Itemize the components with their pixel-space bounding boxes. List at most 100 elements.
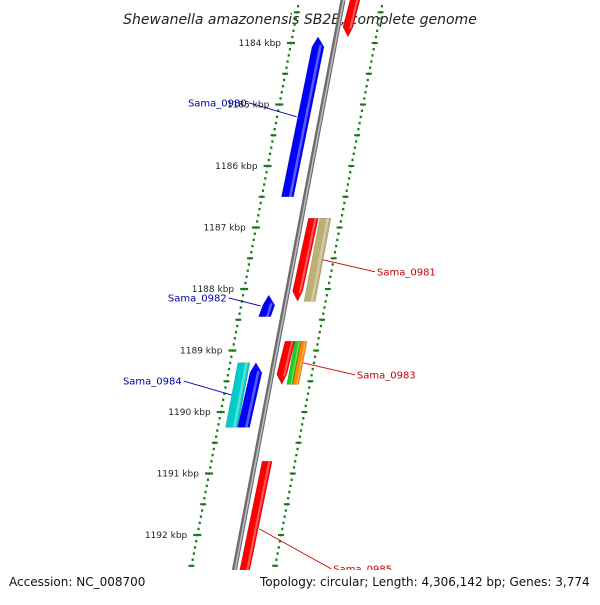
minor-tick	[331, 263, 334, 266]
minor-tick	[328, 281, 331, 285]
minor-tick	[283, 515, 286, 518]
label-leader-line	[183, 380, 232, 396]
minor-tick	[291, 35, 294, 39]
minor-tick	[273, 128, 276, 131]
minor-tick	[292, 29, 295, 32]
minor-tick	[241, 294, 245, 297]
minor-tick	[234, 330, 238, 334]
minor-tick	[360, 109, 364, 112]
minor-tick	[275, 115, 279, 119]
minor-tick	[203, 497, 206, 500]
minor-tick	[306, 392, 310, 395]
minor-tick	[226, 374, 229, 377]
minor-tick	[285, 66, 288, 69]
minor-tick	[236, 324, 239, 328]
minor-tick	[238, 312, 241, 315]
minor-tick	[336, 238, 339, 242]
minor-tick	[347, 177, 351, 180]
backbone-highlight	[228, 0, 345, 601]
minor-tick	[342, 207, 345, 211]
minor-tick	[359, 115, 362, 119]
minor-tick	[261, 189, 265, 192]
minor-tick	[358, 121, 361, 125]
minor-tick	[301, 423, 304, 426]
gene-label[interactable]: Sama_0982	[168, 293, 227, 304]
minor-tick	[246, 269, 249, 272]
minor-tick	[278, 540, 282, 543]
tick-label: 1189 kbp	[180, 347, 223, 357]
topology-bg	[256, 570, 600, 600]
gene-feature[interactable]	[286, 340, 302, 385]
minor-tick	[195, 540, 198, 543]
minor-tick	[204, 490, 207, 494]
minor-tick	[325, 294, 328, 297]
gene-label[interactable]: Sama_0981	[377, 267, 436, 278]
minor-tick	[287, 54, 290, 57]
minor-tick	[377, 23, 380, 26]
minor-tick	[199, 515, 203, 518]
minor-tick	[210, 460, 213, 463]
gene-feature-shine	[310, 218, 330, 302]
minor-tick	[215, 435, 218, 438]
minor-tick	[280, 91, 283, 94]
minor-tick	[253, 232, 256, 235]
minor-tick	[337, 232, 340, 235]
minor-tick	[244, 281, 247, 285]
minor-tick	[363, 97, 366, 100]
gene-feature[interactable]	[258, 294, 276, 317]
gene-feature[interactable]	[292, 340, 308, 385]
tick-label: 1187 kbp	[203, 224, 246, 234]
minor-tick	[312, 361, 316, 365]
minor-tick	[319, 324, 323, 328]
gene-label[interactable]: Sama_0980	[188, 98, 247, 109]
minor-tick	[227, 367, 231, 371]
minor-tick	[288, 48, 292, 51]
tick-ruler-left: 1184 kbp 1185 kbp 1186 kbp 1187 kbp 1188 kbp…	[145, 5, 300, 592]
minor-tick	[198, 521, 201, 524]
gene-label[interactable]: Sama_0984	[123, 377, 182, 388]
gene-label[interactable]: Sama_0985	[333, 564, 392, 575]
gene-feature[interactable]	[276, 340, 296, 385]
minor-tick	[369, 66, 372, 69]
minor-tick	[277, 546, 280, 549]
gene-feature[interactable]	[292, 217, 319, 302]
minor-tick	[364, 91, 367, 94]
minor-tick	[209, 466, 212, 469]
topology-text: Topology: circular; Length: 4,306,142 bp…	[259, 575, 590, 589]
accession-text: Accession: NC_008700	[9, 575, 145, 589]
minor-tick	[324, 300, 327, 303]
tick-label: 1185 kbp	[227, 101, 270, 111]
minor-tick	[310, 374, 313, 377]
gene-feature[interactable]	[225, 362, 251, 428]
tick-label: 1191 kbp	[157, 470, 200, 480]
minor-tick	[252, 238, 255, 242]
minor-tick	[265, 171, 268, 174]
minor-tick	[274, 121, 277, 125]
minor-tick	[304, 404, 307, 408]
gene-label[interactable]: Sama_0983	[357, 370, 416, 381]
tick-label: 1184 kbp	[239, 39, 282, 49]
minor-tick	[212, 447, 215, 451]
minor-tick	[267, 158, 270, 162]
minor-tick	[256, 220, 259, 223]
minor-tick	[233, 337, 236, 340]
feature-track	[225, 0, 361, 598]
gene-feature[interactable]	[237, 362, 263, 428]
tick-label: 1190 kbp	[168, 408, 211, 418]
minor-tick	[191, 558, 194, 561]
gene-feature[interactable]	[342, 0, 361, 38]
gene-feature[interactable]	[303, 217, 332, 302]
label-leader-line	[322, 259, 376, 273]
minor-tick	[357, 128, 360, 131]
minor-tick	[286, 60, 289, 63]
map-title: Shewanella amazonensis SB2B, complete ge…	[123, 12, 477, 28]
minor-tick	[295, 453, 298, 457]
gene-feature[interactable]	[281, 36, 325, 198]
minor-tick	[289, 484, 292, 488]
minor-tick	[229, 361, 232, 365]
minor-tick	[200, 509, 204, 512]
minor-tick	[222, 398, 225, 401]
minor-tick	[259, 201, 262, 205]
